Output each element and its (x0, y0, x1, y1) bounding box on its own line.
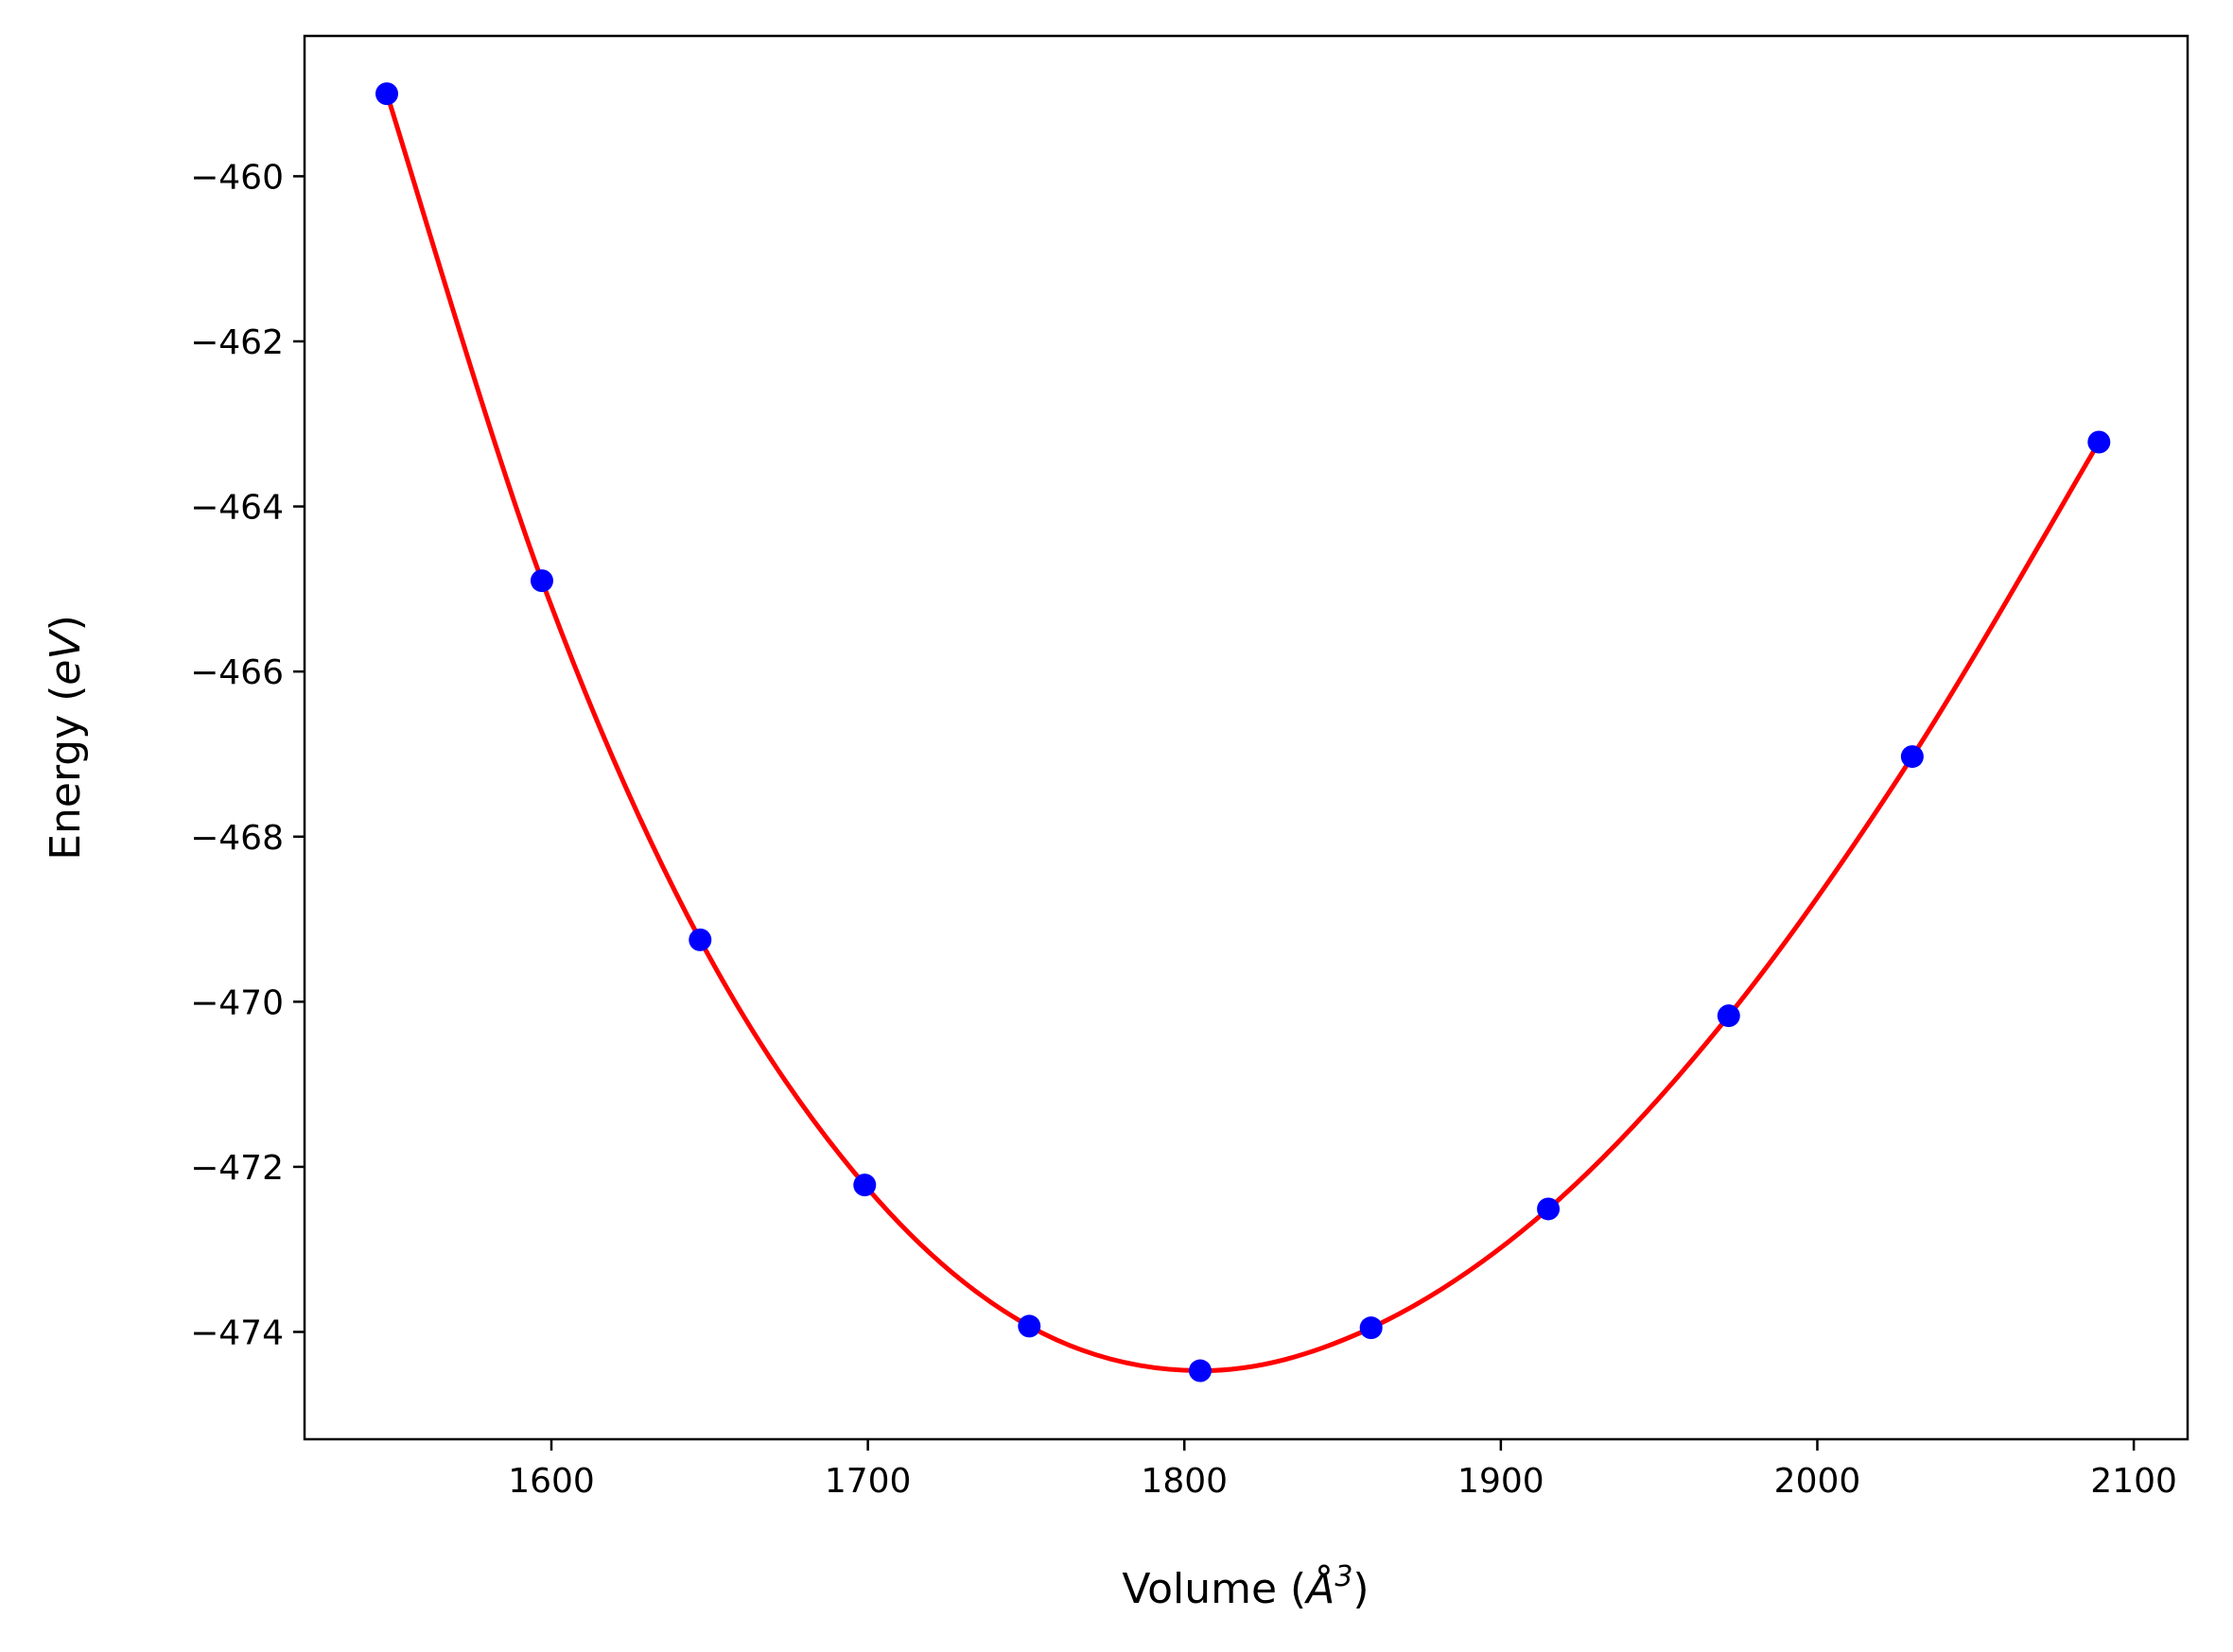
y-tick-label: −474 (190, 1314, 284, 1353)
data-point (1359, 1316, 1383, 1340)
x-axis: 1600 1700 1800 1900 2000 2100 (508, 1439, 2177, 1501)
x-tick-label: 2100 (2090, 1462, 2177, 1501)
data-point (1018, 1314, 1041, 1338)
y-tick-label: −460 (190, 158, 284, 197)
axes-frame (303, 34, 2189, 1441)
x-tick-label: 1900 (1457, 1462, 1544, 1501)
data-point (1900, 745, 1924, 769)
x-tick-label: 1600 (508, 1462, 595, 1501)
y-tick-label: −470 (190, 983, 284, 1022)
x-axis-label: Volume (Å3) (1122, 1560, 1369, 1613)
data-point (2087, 430, 2111, 454)
data-point (853, 1174, 877, 1197)
x-tick-label: 1700 (825, 1462, 912, 1501)
y-tick-label: −462 (190, 323, 284, 362)
data-point (689, 928, 712, 951)
x-tick-label: 2000 (1774, 1462, 1861, 1501)
y-axis: −460 −462 −464 −466 −468 −470 −472 −474 (190, 158, 305, 1353)
data-point (1717, 1004, 1740, 1028)
y-tick-label: −468 (190, 819, 284, 858)
y-tick-label: −466 (190, 653, 284, 692)
data-point (530, 569, 553, 593)
x-tick-label: 1800 (1141, 1462, 1228, 1501)
y-tick-label: −464 (190, 489, 284, 528)
y-axis-label: Energy (eV) (42, 615, 90, 861)
data-point (1188, 1359, 1212, 1382)
y-tick-label: −472 (190, 1149, 284, 1188)
data-point (1537, 1197, 1561, 1221)
data-point (375, 82, 399, 106)
plot-area (375, 82, 2111, 1382)
fit-curve (384, 93, 2102, 1374)
